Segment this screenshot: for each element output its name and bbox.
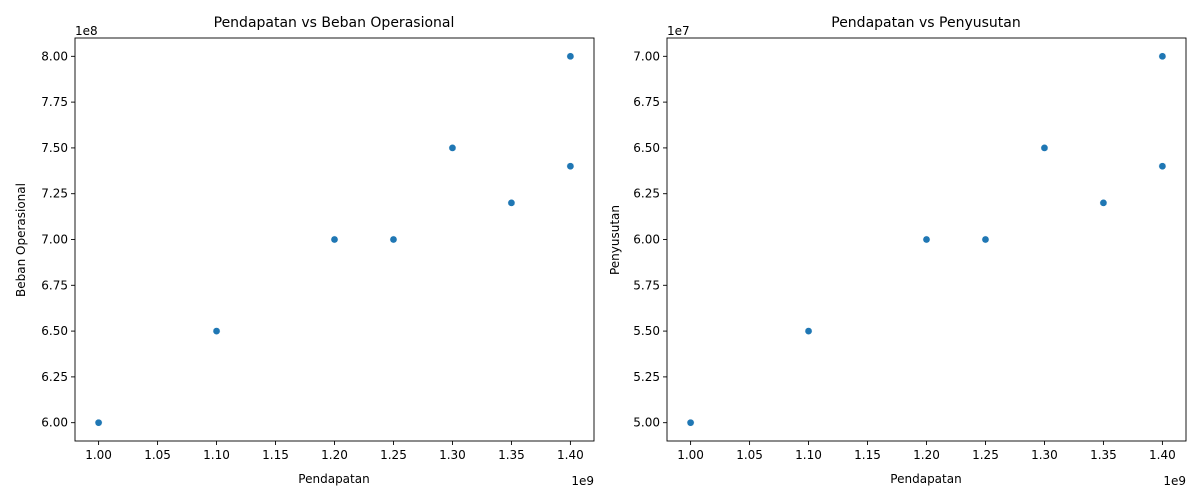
data-point	[94, 418, 103, 427]
x-tick-label: 1.15	[854, 448, 881, 462]
data-point	[566, 52, 575, 61]
y-tick-label: 6.00	[633, 233, 660, 247]
y-axis-label: Beban Operasional	[14, 183, 28, 297]
y-tick-label: 7.00	[633, 49, 660, 63]
data-point	[1158, 52, 1167, 61]
x-multiplier: 1e9	[571, 474, 594, 488]
x-tick-label: 1.30	[439, 448, 466, 462]
chart-title: Pendapatan vs Penyusutan	[831, 15, 1020, 31]
x-tick-label: 1.25	[972, 448, 999, 462]
y-tick-label: 6.50	[41, 324, 68, 338]
data-point	[566, 162, 575, 171]
x-tick-label: 1.20	[321, 448, 348, 462]
data-point	[804, 327, 813, 335]
plot-area: 1.00 1.05 1.10 1.15 1.20 1.25 1.30 1.35 1.40 6.00…	[41, 37, 595, 462]
y-tick-label: 6.25	[41, 370, 68, 384]
x-tick-label: 1.40	[557, 448, 584, 462]
y-tick-label: 6.00	[41, 416, 68, 430]
x-tick-label: 1.10	[795, 448, 822, 462]
y-tick-label: 5.00	[633, 416, 660, 430]
x-tick-label: 1.00	[85, 448, 112, 462]
plot-area: 1.00 1.05 1.10 1.15 1.20 1.25 1.30 1.35 1.40 5.00…	[633, 37, 1187, 462]
y-multiplier: 1e7	[667, 24, 690, 38]
y-tick-label: 7.00	[41, 233, 68, 247]
y-tick-label: 8.00	[41, 49, 68, 63]
x-tick-label: 1.05	[144, 448, 171, 462]
y-tick-label: 6.75	[41, 278, 68, 292]
x-tick-label: 1.05	[736, 448, 763, 462]
y-axis-label: Penyusutan	[608, 205, 622, 275]
x-axis-label: Pendapatan	[890, 472, 961, 486]
data-point	[981, 235, 990, 244]
chart-title: Pendapatan vs Beban Operasional	[214, 15, 455, 31]
data-point	[389, 235, 398, 244]
y-multiplier: 1e8	[75, 24, 98, 38]
y-tick-label: 5.50	[633, 324, 660, 338]
data-point	[212, 327, 221, 335]
x-tick-label: 1.35	[498, 448, 525, 462]
x-tick-label: 1.30	[1031, 448, 1058, 462]
y-tick-label: 5.75	[633, 278, 660, 292]
y-tick-label: 7.75	[41, 95, 68, 109]
y-tick-label: 6.50	[633, 141, 660, 155]
data-point	[330, 235, 339, 244]
data-point	[1158, 162, 1167, 171]
data-point	[507, 199, 516, 207]
x-multiplier: 1e9	[1163, 474, 1186, 488]
y-tick-label: 5.25	[633, 370, 660, 384]
x-tick-label: 1.20	[913, 448, 940, 462]
x-tick-label: 1.40	[1149, 448, 1176, 462]
data-point	[686, 418, 695, 427]
y-tick-label: 6.25	[633, 187, 660, 201]
y-tick-label: 7.25	[41, 187, 68, 201]
y-tick-label: 7.50	[41, 141, 68, 155]
data-point	[1040, 144, 1049, 152]
x-tick-label: 1.10	[203, 448, 230, 462]
x-tick-label: 1.00	[677, 448, 704, 462]
data-point	[448, 144, 457, 152]
chart-right: Pendapatan vs Penyusutan Pendapatan Peny…	[608, 15, 1187, 488]
x-tick-label: 1.25	[380, 448, 407, 462]
x-axis-label: Pendapatan	[298, 472, 369, 486]
data-point	[1099, 199, 1108, 207]
x-tick-label: 1.15	[262, 448, 289, 462]
x-tick-label: 1.35	[1090, 448, 1117, 462]
chart-left: Pendapatan vs Beban Operasional Pendapat…	[14, 15, 595, 488]
data-point	[922, 235, 931, 244]
y-tick-label: 6.75	[633, 95, 660, 109]
